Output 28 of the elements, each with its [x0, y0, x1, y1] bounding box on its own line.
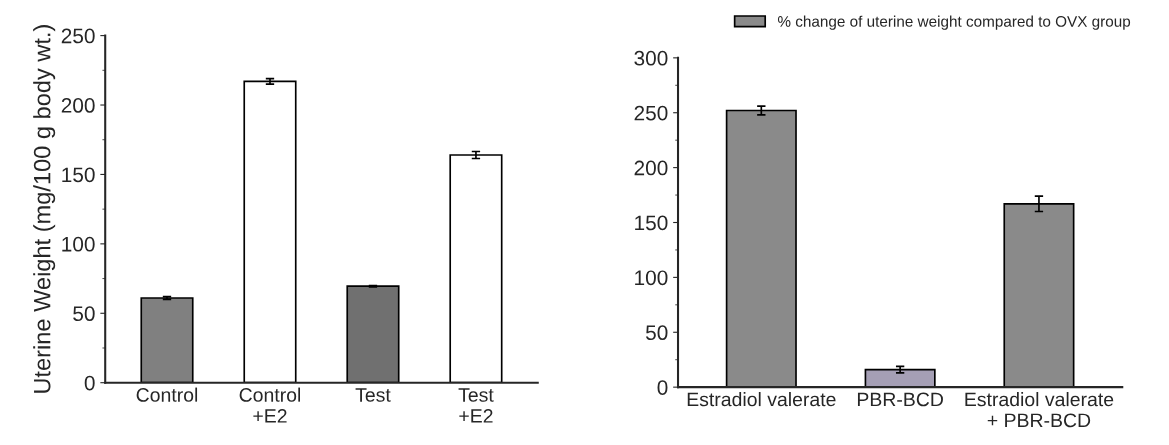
bar: [346, 285, 400, 383]
bar: [449, 154, 503, 383]
x-tick-label: PBR-BCD: [857, 392, 943, 407]
y-tick-label: 50: [645, 325, 668, 341]
y-tick-label: 200: [61, 98, 95, 113]
bar: [725, 109, 797, 388]
y-tick-label: 200: [634, 160, 668, 176]
y-tick-label: 0: [84, 375, 95, 391]
y-tick-label: 0: [657, 380, 668, 395]
x-tick-label: Estradiol valerate: [687, 392, 836, 407]
y-tick-label: 100: [62, 236, 95, 252]
y-tick-label: 250: [61, 28, 95, 44]
y-tick-label: 50: [73, 306, 95, 322]
y-tick-label: 150: [62, 167, 95, 183]
y-tick-label: 250: [634, 105, 668, 121]
bar: [140, 297, 194, 383]
y-tick-label: 150: [635, 215, 668, 231]
x-tick-label: Control: [136, 387, 198, 402]
y-tick-label: 100: [635, 270, 668, 286]
y-tick-label: 300: [634, 50, 668, 66]
x-tick-label: Estradiol valerate + PBR-BCD: [965, 392, 1114, 428]
y-axis-title: Uterine Weight (mg/100 g body wt.): [33, 25, 56, 393]
x-tick-label: Test: [355, 388, 391, 402]
bar: [243, 80, 297, 383]
bar: [864, 368, 936, 388]
x-tick-label: Test +E2: [458, 388, 494, 423]
legend-label: % change of uterine weight compared to OVX group: [777, 15, 1131, 30]
x-tick-label: Control +E2: [239, 387, 301, 423]
